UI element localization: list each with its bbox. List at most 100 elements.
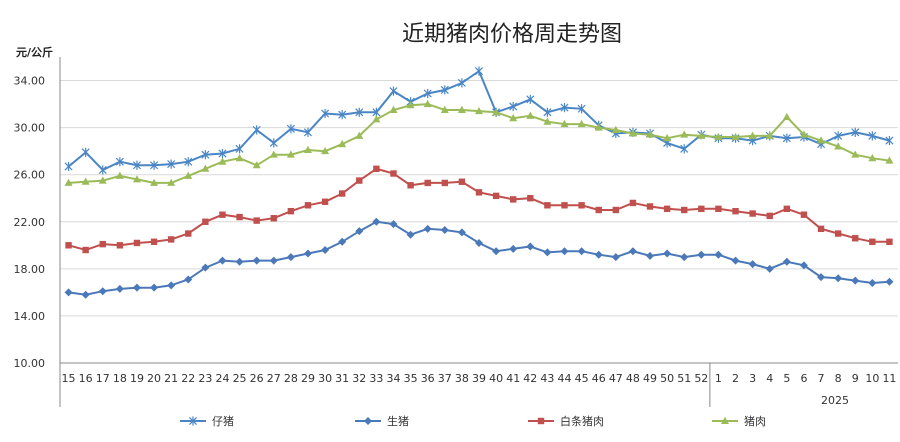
legend-marker	[537, 417, 545, 425]
data-point	[851, 276, 860, 285]
data-point	[132, 175, 141, 183]
legend-label: 仔猪	[212, 415, 234, 428]
x-tick-label: 47	[609, 372, 623, 385]
data-point	[252, 161, 261, 169]
legend-item: 白条猪肉	[528, 414, 604, 428]
data-point	[851, 127, 860, 137]
data-point	[817, 273, 826, 282]
data-point	[406, 101, 415, 109]
data-point	[286, 150, 295, 158]
series-line	[68, 220, 890, 296]
data-point	[441, 179, 448, 187]
data-point	[577, 119, 586, 128]
data-point	[526, 242, 535, 251]
data-point	[390, 170, 397, 177]
data-point	[184, 171, 193, 179]
x-tick-label: 51	[677, 372, 691, 385]
legend-label: 生猪	[387, 414, 409, 428]
data-point	[269, 150, 278, 158]
data-point	[372, 217, 381, 226]
data-point	[509, 101, 518, 112]
data-point	[98, 165, 107, 175]
data-point	[81, 177, 90, 185]
data-point	[355, 107, 364, 117]
data-point	[561, 202, 568, 209]
data-point	[286, 124, 295, 134]
x-tick-label: 25	[233, 372, 247, 385]
legend-label: 白条猪肉	[560, 414, 604, 428]
x-tick-label: 4	[766, 372, 773, 385]
x-tick-label: 8	[835, 372, 842, 385]
data-point	[355, 131, 364, 139]
legend-label: 猪肉	[744, 415, 766, 428]
data-point	[628, 247, 637, 256]
data-point	[150, 178, 159, 186]
x-tick-label: 34	[386, 372, 400, 385]
x-tick-label: 33	[369, 372, 383, 385]
data-point	[219, 211, 226, 218]
data-point	[732, 207, 739, 215]
data-point	[578, 202, 585, 209]
data-point	[492, 192, 500, 200]
x-tick-label: 2	[732, 372, 739, 385]
series-asterisk	[64, 66, 894, 175]
data-point	[303, 145, 312, 153]
data-point	[98, 176, 107, 184]
x-tick-label: 27	[267, 372, 281, 385]
data-point	[886, 238, 893, 245]
x-tick-label: 16	[79, 372, 93, 385]
data-point	[115, 284, 124, 293]
data-point	[116, 242, 124, 249]
data-point	[440, 105, 449, 113]
data-point	[765, 264, 774, 273]
x-tick-label: 28	[284, 372, 298, 385]
data-point	[748, 260, 757, 269]
data-point	[150, 238, 158, 245]
x-tick-label: 31	[335, 372, 349, 385]
y-unit-label: 元/公斤	[16, 45, 53, 59]
data-point	[852, 235, 859, 242]
legend-marker	[364, 417, 372, 425]
data-point	[663, 205, 671, 213]
data-point	[184, 157, 193, 167]
data-point	[235, 144, 244, 154]
data-point	[594, 123, 603, 131]
data-point	[304, 202, 312, 209]
data-point	[270, 215, 277, 222]
data-point	[783, 205, 791, 213]
x-tick-label: 52	[694, 372, 708, 385]
data-point	[628, 129, 637, 137]
x-tick-label: 41	[506, 372, 520, 385]
data-point	[115, 157, 124, 167]
y-tick-label: 18.00	[14, 263, 46, 276]
data-point	[714, 250, 723, 259]
x-tick-label: 10	[865, 372, 879, 385]
x-tick-label: 9	[852, 372, 859, 385]
legend: 仔猪 生猪 白条猪肉 猪肉	[180, 414, 766, 428]
data-point	[869, 238, 876, 245]
x-tick-label: 40	[489, 372, 503, 385]
data-point	[766, 212, 773, 220]
data-point	[150, 283, 159, 292]
data-point	[851, 150, 860, 158]
data-point	[509, 114, 518, 122]
x-tick-label: 48	[626, 372, 640, 385]
data-point	[132, 283, 141, 292]
x-tick-label: 20	[147, 372, 161, 385]
data-point	[167, 178, 176, 186]
data-point	[526, 94, 535, 104]
data-point	[355, 227, 364, 236]
data-point	[492, 247, 501, 256]
data-point	[475, 238, 483, 247]
data-point	[133, 239, 141, 247]
data-point	[475, 189, 483, 196]
data-point	[800, 211, 808, 218]
data-point	[424, 179, 431, 187]
data-point	[201, 150, 210, 160]
data-point	[167, 236, 175, 243]
data-point	[868, 131, 877, 141]
data-point	[389, 105, 398, 113]
series-square	[65, 165, 893, 254]
legend-marker	[188, 416, 198, 426]
data-point	[799, 130, 808, 138]
